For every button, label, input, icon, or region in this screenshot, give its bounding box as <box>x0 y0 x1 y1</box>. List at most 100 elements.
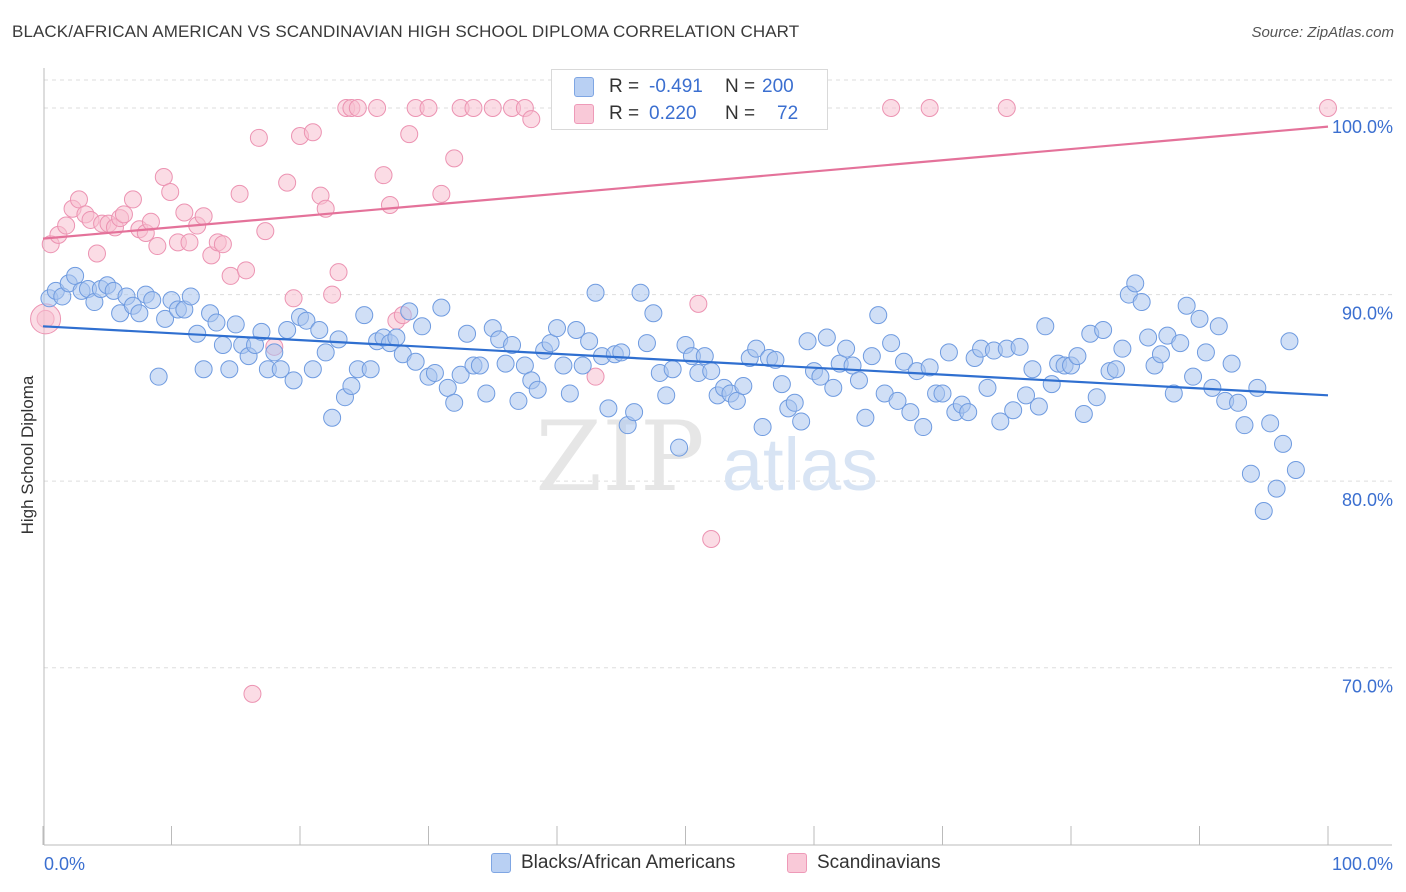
black-african-american-point <box>1068 347 1087 366</box>
legend-label-blacks: Blacks/African Americans <box>521 852 736 873</box>
scandinavian-point <box>483 98 502 117</box>
black-african-american-point <box>1042 375 1061 394</box>
black-african-american-point <box>1164 384 1183 403</box>
stats-box: R = -0.491 N = 200 R = 0.220 N = 72 <box>551 69 828 130</box>
black-african-american-point <box>432 298 451 317</box>
black-african-american-point <box>284 371 303 390</box>
black-african-american-point <box>817 328 836 347</box>
black-african-american-point <box>894 352 913 371</box>
scandinavian-point <box>920 98 939 117</box>
black-african-american-point <box>567 321 586 340</box>
black-african-american-point <box>143 291 162 310</box>
watermark-zip: ZIP <box>535 401 704 513</box>
y-tick-label: 90.0% <box>1342 304 1393 324</box>
black-african-american-point <box>901 403 920 422</box>
black-african-american-point <box>1139 328 1158 347</box>
black-african-american-point <box>1229 393 1248 412</box>
scandinavian-point <box>380 196 399 215</box>
x-tick-labels: 0.0% 100.0% <box>44 854 1393 874</box>
scandinavian-point <box>348 98 367 117</box>
black-african-american-point <box>207 313 226 332</box>
black-african-american-point <box>637 334 656 353</box>
black-african-american-point <box>753 418 772 437</box>
black-african-american-point <box>1184 367 1203 386</box>
scandinavian-point <box>997 98 1016 117</box>
black-african-american-point <box>1106 360 1125 379</box>
scandinavian-point <box>586 367 605 386</box>
black-african-american-point <box>213 335 232 354</box>
black-african-american-point <box>734 377 753 395</box>
scandinavian-point <box>368 98 387 117</box>
black-african-american-point <box>503 335 522 354</box>
black-african-american-point <box>1177 296 1196 315</box>
watermark: ZIP atlas <box>535 401 878 513</box>
stats-n-label-blue: N = <box>725 76 756 97</box>
scandinavian-point <box>278 173 297 192</box>
scandinavian-point <box>329 263 348 282</box>
black-african-american-point <box>149 367 168 386</box>
black-african-american-point <box>1010 337 1029 356</box>
y-tick-label: 80.0% <box>1342 490 1393 510</box>
black-african-american-point <box>580 332 599 351</box>
trend-lines <box>42 125 1329 397</box>
scandinavian-point <box>374 166 393 185</box>
black-african-american-point <box>625 403 644 422</box>
black-african-american-point <box>1094 321 1113 340</box>
black-african-american-point <box>727 391 746 410</box>
black-african-american-point <box>509 391 528 410</box>
scandinavian-point <box>161 182 180 201</box>
black-african-american-point <box>1267 479 1286 498</box>
black-african-american-point <box>663 360 682 379</box>
black-african-american-point <box>1222 354 1241 373</box>
scandinavian-point <box>256 222 275 241</box>
scandinavian-point <box>57 216 76 235</box>
black-african-american-point <box>869 306 888 325</box>
x-tick-label-min: 0.0% <box>44 854 85 874</box>
black-african-american-point <box>181 287 200 306</box>
scandinavian-point <box>323 285 342 304</box>
trend-line-scandinavians <box>42 125 1329 240</box>
scandinavian-point-large <box>30 303 62 335</box>
black-african-american-point <box>548 319 566 338</box>
black-african-american-point <box>1151 345 1170 364</box>
black-african-american-point <box>220 360 239 379</box>
watermark-atlas: atlas <box>722 423 878 506</box>
black-african-american-point <box>438 378 457 397</box>
black-african-american-point <box>920 358 939 377</box>
black-african-american-point <box>785 393 804 412</box>
black-african-american-point <box>1113 339 1132 358</box>
stats-r-value-blue: -0.491 <box>649 76 703 97</box>
black-african-american-point <box>458 324 477 343</box>
black-african-american-point <box>849 371 868 390</box>
scandinavian-point <box>702 530 721 548</box>
legend-swatch-pink <box>787 853 807 873</box>
black-african-american-point <box>1235 416 1254 435</box>
y-tick-label: 100.0% <box>1332 117 1393 137</box>
black-african-american-point <box>342 377 361 395</box>
scandinavian-point <box>882 98 901 117</box>
scandinavian-point <box>114 205 133 224</box>
black-african-american-point <box>1126 274 1145 293</box>
black-african-american-point <box>361 360 380 379</box>
stats-swatch-blue <box>574 77 594 97</box>
black-african-american-point <box>1280 332 1299 351</box>
scandinavian-point <box>303 123 322 142</box>
scandinavian-point <box>400 125 419 144</box>
stats-r-label-blue: R = <box>609 76 640 97</box>
trend-line-blacks <box>42 325 1329 397</box>
scandinavian-point <box>213 235 232 254</box>
black-african-american-point <box>631 283 650 302</box>
scandinavian-point <box>1319 98 1337 117</box>
black-african-american-point <box>156 309 175 328</box>
black-african-american-point <box>599 399 618 418</box>
black-african-american-point <box>1196 343 1215 362</box>
black-african-american-point <box>252 322 271 341</box>
black-african-american-point <box>1190 309 1209 328</box>
scandinavian-point <box>464 98 483 117</box>
black-african-american-point <box>856 408 875 427</box>
black-african-american-point <box>470 356 489 375</box>
scandinavian-point <box>230 184 249 203</box>
black-african-american-point <box>959 403 978 422</box>
black-african-american-point <box>541 334 560 353</box>
scandinavian-point <box>689 294 708 313</box>
